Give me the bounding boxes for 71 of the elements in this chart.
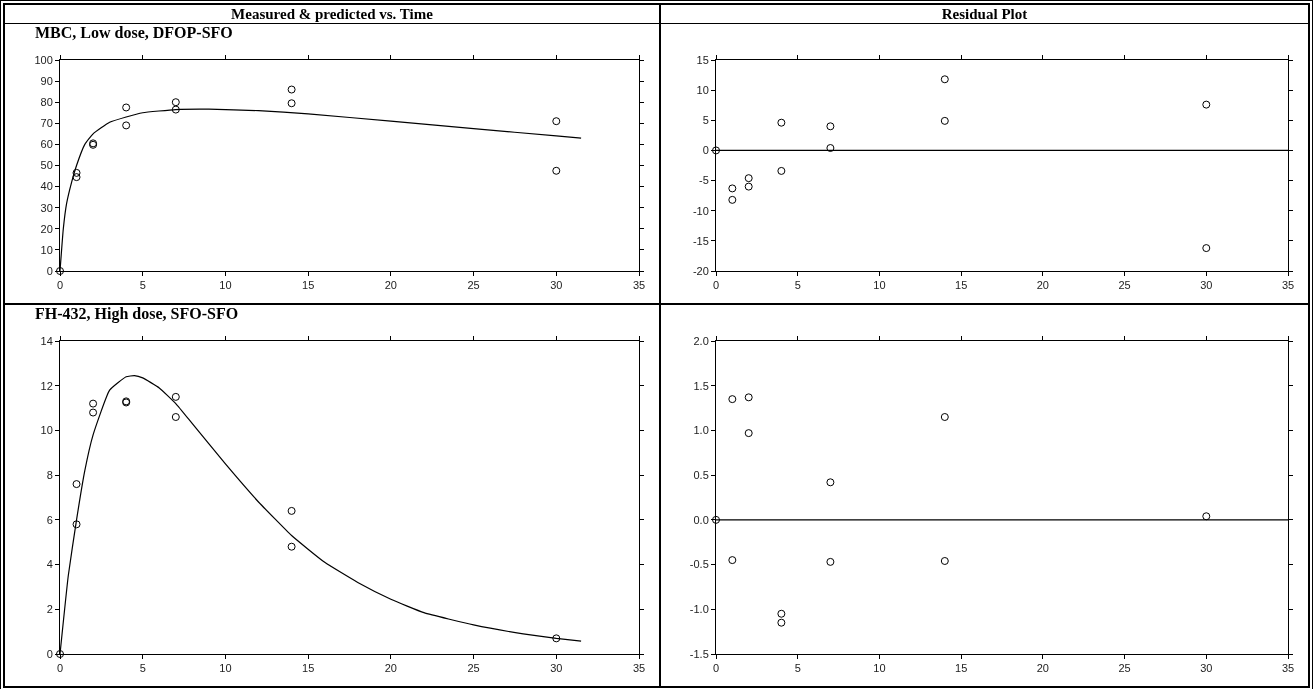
y-tick-label: 80 [40,96,53,109]
x-tick-label: 25 [467,279,480,292]
y-tick-label: 30 [40,201,53,214]
chart-subtitle: MBC, Low dose, DFOP-SFO [34,24,234,42]
x-tick-label: 5 [794,279,801,292]
y-tick-label: -10 [692,204,709,217]
x-tick-label: 30 [550,662,563,675]
y-tick-label: 4 [46,558,53,571]
y-tick-label: 0 [46,647,53,660]
y-tick-label: 0 [46,264,53,277]
x-tick-label: 5 [794,662,801,675]
y-tick-label: 10 [40,243,53,256]
y-tick-label: 60 [40,138,53,151]
x-tick-label: 10 [219,279,232,292]
x-tick-label: 25 [1118,279,1131,292]
y-tick-label: 2 [46,603,53,616]
y-tick-label: 10 [40,424,53,437]
x-tick-label: 20 [384,662,397,675]
x-tick-label: 30 [550,279,563,292]
x-tick-label: 0 [56,279,64,292]
x-tick-label: 25 [467,662,480,675]
x-tick-label: 20 [1036,662,1049,675]
y-tick-label: -20 [692,264,709,277]
x-tick-label: 5 [139,662,146,675]
x-tick-label: 10 [219,662,232,675]
x-tick-label: 30 [1200,279,1213,292]
y-tick-label: 0.0 [693,513,709,526]
y-tick-label: 2.0 [693,334,709,347]
y-tick-label: 5 [702,114,709,127]
y-tick-label: 0 [702,144,709,157]
chart-title: Residual Plot [661,5,1308,24]
y-tick-label: 1.5 [693,379,709,392]
y-tick-label: -1.5 [689,647,709,660]
y-tick-label: -15 [692,234,709,247]
x-tick-label: 0 [712,662,720,675]
x-tick-label: 10 [873,662,886,675]
y-tick-label: 50 [40,159,53,172]
x-tick-label: 15 [955,662,968,675]
y-tick-label: 6 [46,513,53,526]
x-tick-label: 20 [384,279,397,292]
x-tick-label: 25 [1118,662,1131,675]
x-tick-label: 15 [302,662,315,675]
x-tick-label: 35 [1281,279,1295,292]
y-tick-label: -0.5 [689,558,709,571]
y-tick-label: 90 [40,74,53,87]
x-tick-label: 35 [1281,662,1295,675]
y-tick-label: 14 [40,334,53,347]
x-tick-label: 35 [632,662,646,675]
x-tick-label: 0 [712,279,720,292]
y-tick-label: 15 [696,53,709,66]
x-tick-label: 20 [1036,279,1049,292]
chart-title: Measured & predicted vs. Time [5,5,659,24]
y-tick-label: 40 [40,180,53,193]
x-tick-label: 30 [1200,662,1213,675]
y-tick-label: 70 [40,117,53,130]
x-tick-label: 35 [632,279,646,292]
y-tick-label: 1.0 [693,424,709,437]
y-tick-label: 10 [696,83,709,96]
chart-subtitle: FH-432, High dose, SFO-SFO [34,305,240,323]
y-tick-label: -5 [699,174,709,187]
y-tick-label: 0.5 [693,468,709,481]
y-tick-label: 100 [34,53,53,66]
x-tick-label: 5 [139,279,146,292]
x-tick-label: 0 [56,662,64,675]
y-tick-label: -1.0 [689,603,709,616]
x-tick-label: 15 [955,279,968,292]
x-tick-label: 15 [302,279,315,292]
y-tick-label: 20 [40,222,53,235]
y-tick-label: 8 [46,468,53,481]
x-tick-label: 10 [873,279,886,292]
y-tick-label: 12 [40,379,53,392]
